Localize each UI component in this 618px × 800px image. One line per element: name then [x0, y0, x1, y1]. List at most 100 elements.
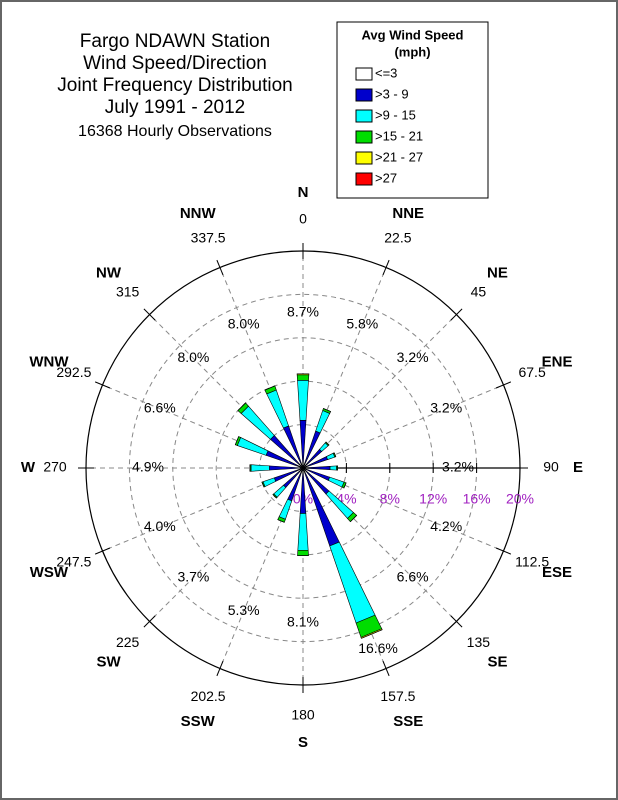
- rose-segment: [266, 389, 289, 429]
- direction-label: NE: [487, 265, 508, 282]
- direction-label: SE: [487, 653, 507, 670]
- total-label: 8.0%: [228, 316, 260, 332]
- angle-label: 180: [291, 707, 315, 723]
- direction-label: SSW: [181, 713, 216, 730]
- rose-segment: [277, 519, 285, 523]
- angle-label: 67.5: [518, 364, 545, 380]
- direction-label: WSW: [30, 564, 69, 581]
- legend-swatch: [355, 109, 373, 123]
- rose-segment: [323, 408, 331, 412]
- rose-segment: [240, 405, 275, 440]
- rose-segment: [315, 410, 331, 434]
- total-label: 4.0%: [144, 518, 176, 534]
- direction-label: E: [573, 459, 583, 476]
- angle-label: 157.5: [380, 688, 415, 704]
- legend-label: >3 - 9: [375, 86, 409, 101]
- angle-tick: [450, 308, 463, 321]
- angle-tick: [143, 308, 156, 321]
- rose-segment: [261, 481, 265, 488]
- angle-label: 112.5: [515, 554, 549, 570]
- total-label: 4.2%: [430, 518, 462, 534]
- direction-label: ESE: [542, 564, 572, 581]
- legend-label: <=3: [375, 65, 397, 80]
- rose-segment: [272, 494, 277, 499]
- legend-swatch: [355, 88, 373, 102]
- rose-segment: [250, 464, 270, 472]
- rose-segment: [299, 420, 307, 467]
- angle-label: 0: [299, 211, 307, 227]
- direction-label: NNW: [180, 205, 217, 222]
- total-label: 8.0%: [177, 349, 209, 365]
- rose-segment: [262, 477, 277, 488]
- rose-segment: [303, 465, 331, 471]
- direction-label: S: [298, 734, 308, 751]
- angle-label: 45: [471, 283, 487, 299]
- legend-title: Avg Wind Speed: [362, 27, 464, 42]
- angle-label: 135: [467, 634, 491, 650]
- chart-title: Fargo NDAWN Station: [80, 31, 270, 52]
- direction-label: SSE: [393, 713, 423, 730]
- total-label: 6.6%: [144, 399, 176, 415]
- angle-label: 315: [116, 283, 140, 299]
- rose-segment: [361, 629, 383, 639]
- direction-label: NNE: [392, 205, 424, 222]
- rose-segment: [269, 465, 302, 471]
- angle-tick: [94, 381, 111, 389]
- rose-segment: [297, 379, 309, 421]
- rose-segment: [264, 385, 275, 391]
- angle-tick: [216, 259, 224, 276]
- legend-swatch: [355, 130, 373, 144]
- total-label: 6.6%: [397, 568, 429, 584]
- legend-label: >9 - 15: [375, 107, 416, 122]
- rose-segment: [236, 437, 269, 456]
- rose-segment: [325, 441, 330, 446]
- legend-label: >27: [375, 170, 397, 185]
- spoke: [302, 384, 504, 469]
- legend-label: >15 - 21: [375, 128, 423, 143]
- legend-swatch: [355, 172, 373, 186]
- legend-label: >21 - 27: [375, 149, 423, 164]
- angle-label: 247.5: [56, 554, 91, 570]
- angle-tick: [94, 547, 111, 555]
- angle-label: 22.5: [384, 230, 411, 246]
- angle-tick: [216, 660, 224, 677]
- direction-label: W: [21, 459, 36, 476]
- angle-tick: [495, 547, 512, 555]
- rose-segment: [329, 541, 376, 624]
- chart-title: Joint Frequency Distribution: [57, 75, 293, 96]
- total-label: 16.6%: [358, 640, 398, 656]
- rose-segment: [333, 452, 337, 457]
- rose-segment: [237, 402, 246, 411]
- r-tick-label: 16%: [463, 491, 491, 507]
- rose-segment: [297, 513, 309, 551]
- angle-label: 270: [43, 459, 67, 475]
- rose-segment: [329, 465, 337, 471]
- legend-swatch: [355, 151, 373, 165]
- rose-segment: [343, 482, 347, 489]
- total-label: 8.7%: [287, 304, 319, 320]
- total-label: 3.2%: [397, 349, 429, 365]
- chart-title: Wind Speed/Direction: [83, 53, 267, 74]
- rose-segment: [350, 515, 357, 522]
- angle-label: 90: [543, 459, 559, 475]
- angle-tick: [495, 381, 512, 389]
- total-label: 8.1%: [287, 614, 319, 630]
- rose-segment: [297, 549, 309, 557]
- total-label: 5.8%: [346, 316, 378, 332]
- rose-segment: [296, 374, 310, 381]
- rose-segment: [234, 436, 239, 445]
- total-label: 5.3%: [228, 602, 260, 618]
- r-tick-label: 12%: [419, 491, 447, 507]
- chart-subtitle: 16368 Hourly Observations: [78, 123, 272, 140]
- direction-label: WNW: [29, 354, 69, 371]
- total-label: 3.2%: [430, 399, 462, 415]
- angle-label: 337.5: [191, 230, 226, 246]
- angle-tick: [450, 615, 463, 628]
- spoke: [302, 314, 457, 469]
- rose-segment: [327, 476, 345, 488]
- chart-title: July 1991 - 2012: [105, 97, 246, 118]
- angle-label: 292.5: [56, 364, 91, 380]
- direction-label: SW: [96, 653, 121, 670]
